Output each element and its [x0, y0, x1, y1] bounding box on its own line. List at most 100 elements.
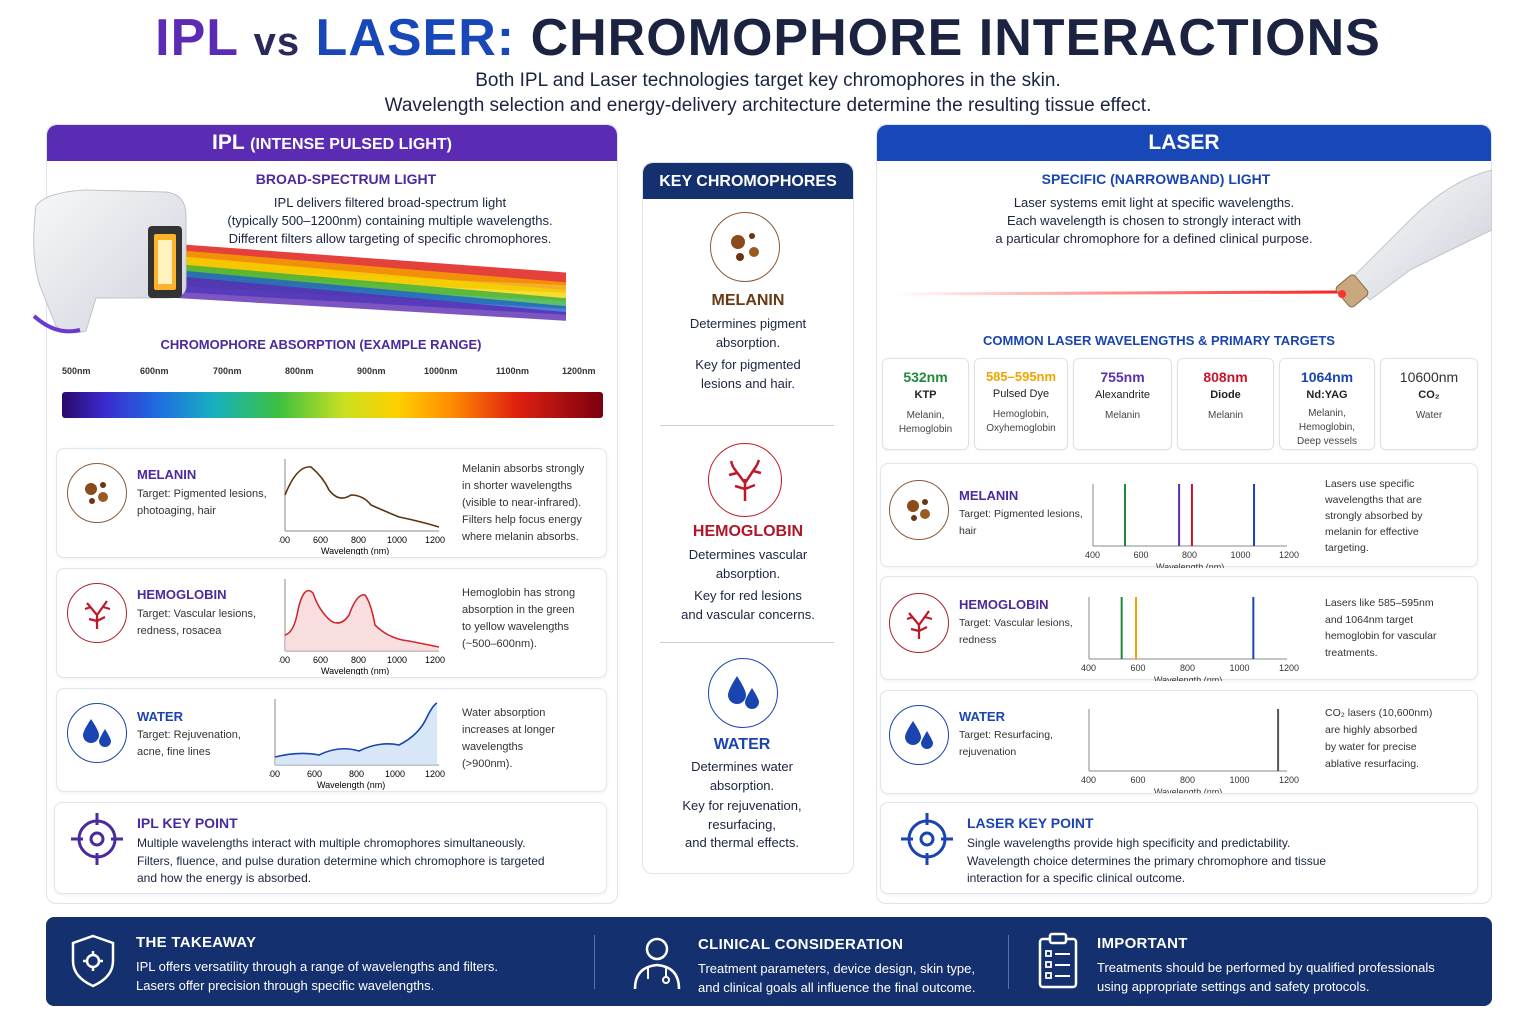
wavelengths-title: COMMON LASER WAVELENGTHS & PRIMARY TARGE…	[983, 333, 1335, 348]
axis-tick: 1200	[1279, 775, 1299, 785]
axis-tick: 800	[1182, 550, 1197, 560]
svg-text:1000: 1000	[385, 769, 405, 779]
row-target: Target: Pigmented lesions, hair	[959, 508, 1083, 537]
hemoglobin-icon	[67, 583, 127, 643]
page-title: IPL vs LASER: CHROMOPHORE INTERACTIONS	[155, 9, 1381, 67]
ipl-device-illustration	[32, 189, 586, 334]
target-icon	[71, 813, 123, 865]
axis-label: Wavelength (nm)	[1154, 675, 1222, 681]
divider	[594, 935, 595, 989]
melanin-icon	[67, 463, 127, 523]
ipl-water-card: WATER Target: Rejuvenation, acne, fine li…	[56, 688, 607, 792]
axis-tick: 1000	[1230, 775, 1250, 785]
divider	[660, 642, 834, 643]
spectrum-ticks: 500nm 600nm 700nm 800nm 900nm 1000nm 110…	[62, 366, 607, 380]
row-target: Target: Vascular lesions, redness	[959, 617, 1073, 646]
axis-tick: 800	[1180, 775, 1195, 785]
row-target: Target: Rejuvenation, acne, fine lines	[137, 729, 241, 758]
axis-tick: 800	[1180, 663, 1195, 673]
row-note: Lasers use specific wavelengths that are s…	[1325, 478, 1423, 554]
row-title: WATER	[959, 709, 1005, 724]
hemoglobin-laser-chart: 400 600 800 1000 1200 Wavelength (nm)	[1081, 597, 1299, 681]
row-note: Hemoglobin has strong absorption in the g…	[462, 587, 576, 650]
clipboard-icon	[1038, 932, 1078, 989]
spectrum-tick: 800nm	[285, 366, 314, 376]
spectrum-tick: 700nm	[213, 366, 242, 376]
divider	[660, 425, 834, 426]
spectrum-tick: 500nm	[62, 366, 91, 376]
spectrum-tick: 1200nm	[562, 366, 596, 376]
laser-description: Laser systems emit light at specific wav…	[995, 195, 1313, 246]
svg-text:1000: 1000	[387, 535, 407, 545]
axis-tick: 400	[1085, 550, 1100, 560]
row-title: HEMOGLOBIN	[137, 587, 227, 602]
wavelength-cards: 532nm KTP Melanin, Hemoglobin 585–595nm P…	[882, 358, 1482, 452]
wavelength-card-1064: 1064nm Nd:YAG Melanin, Hemoglobin, Deep ve…	[1279, 358, 1375, 450]
ipl-description: IPL delivers filtered broad-spectrum lig…	[227, 195, 553, 246]
svg-text:800: 800	[349, 769, 364, 779]
doctor-icon	[633, 937, 681, 990]
hemoglobin-icon	[889, 593, 949, 653]
axis-tick: 1200	[1279, 550, 1299, 560]
row-title: HEMOGLOBIN	[959, 597, 1049, 612]
wavelength-card-585: 585–595nm Pulsed Dye Hemoglobin, Oxyhemog…	[974, 358, 1068, 450]
laser-device-illustration	[893, 169, 1492, 308]
spectrum-tick: 600nm	[140, 366, 169, 376]
laser-melanin-card: MELANIN Target: Pigmented lesions, hair 4…	[880, 463, 1478, 568]
ipl-section-title: BROAD-SPECTRUM LIGHT	[255, 171, 437, 187]
water-icon	[708, 658, 778, 728]
water-laser-chart: 400 600 800 1000 1200 Wavelength (nm)	[1081, 709, 1299, 793]
svg-text:600: 600	[313, 655, 328, 665]
row-note: Water absorption increases at longer wavel…	[462, 707, 555, 770]
axis-tick: 400	[1081, 663, 1096, 673]
svg-text:Wavelength (nm): Wavelength (nm)	[321, 666, 389, 675]
svg-text:Wavelength (nm): Wavelength (nm)	[321, 546, 389, 555]
svg-text:600: 600	[307, 769, 322, 779]
wavelength-card-532: 532nm KTP Melanin, Hemoglobin	[882, 358, 969, 450]
axis-label: Wavelength (nm)	[1154, 787, 1222, 793]
melanin-icon	[889, 480, 949, 540]
ipl-key-point-card: IPL KEY POINT Multiple wavelengths inter…	[54, 802, 607, 894]
hemoglobin-absorption-curve: 400 600 800 1000 1200 Wavelength (nm)	[279, 579, 445, 675]
center-water: WATER Determines water absorption. Key f…	[682, 736, 802, 850]
divider	[1008, 935, 1009, 989]
melanin-icon	[710, 212, 780, 282]
svg-text:1000: 1000	[387, 655, 407, 665]
row-target: Target: Pigmented lesions, photoaging, ha…	[137, 488, 267, 517]
ipl-hemoglobin-card: HEMOGLOBIN Target: Vascular lesions, redn…	[56, 568, 607, 678]
footer-banner: THE TAKEAWAY IPL offers versatility thro…	[46, 917, 1492, 1006]
subtitle-line-1: Both IPL and Laser technologies target k…	[475, 70, 1061, 91]
svg-text:800: 800	[351, 655, 366, 665]
center-melanin: MELANIN Determines pigment absorption. K…	[689, 292, 807, 391]
water-icon	[889, 705, 949, 765]
svg-text:800: 800	[351, 535, 366, 545]
wavelength-card-808: 808nm Diode Melanin	[1177, 358, 1274, 450]
laser-key-point-card: LASER KEY POINT Single wavelengths provi…	[880, 802, 1478, 894]
axis-tick: 600	[1131, 775, 1146, 785]
laser-header: LASER	[877, 125, 1491, 161]
axis-tick: 1000	[1231, 550, 1251, 560]
axis-tick: 400	[1081, 775, 1096, 785]
clinical-block: CLINICAL CONSIDERATION Treatment paramet…	[698, 936, 976, 995]
laser-hemoglobin-card: HEMOGLOBIN Target: Vascular lesions, redn…	[880, 576, 1478, 681]
water-icon	[67, 703, 127, 763]
svg-text:400: 400	[279, 535, 290, 545]
melanin-absorption-curve: 400 600 800 1000 1200 Wavelength (nm)	[279, 459, 445, 555]
laser-key-text: Single wavelengths provide high specific…	[967, 836, 1327, 885]
key-chromophores-header: KEY CHROMOPHORES	[643, 163, 853, 199]
row-target: Target: Resurfacing, rejuvenation	[959, 729, 1053, 758]
center-hemoglobin: HEMOGLOBIN Determines vascular absorptio…	[681, 523, 815, 622]
svg-text:1200: 1200	[425, 655, 445, 665]
shield-icon	[71, 934, 115, 988]
wavelength-card-755: 755nm Alexandrite Melanin	[1073, 358, 1172, 450]
spectrum-tick: 1000nm	[424, 366, 458, 376]
melanin-laser-chart: 400 600 800 1000 1200 Wavelength (nm)	[1085, 484, 1299, 568]
row-note: CO₂ lasers (10,600nm) are highly absorbed…	[1325, 707, 1433, 770]
svg-text:1200: 1200	[425, 769, 445, 779]
ipl-key-title: IPL KEY POINT	[137, 815, 238, 831]
spectrum-tick: 1100nm	[496, 366, 530, 376]
spectrum-tick: 900nm	[357, 366, 386, 376]
axis-tick: 1200	[1279, 663, 1299, 673]
axis-tick: 600	[1134, 550, 1149, 560]
row-note: Lasers like 585–595nm and 1064nm target he…	[1325, 597, 1437, 659]
